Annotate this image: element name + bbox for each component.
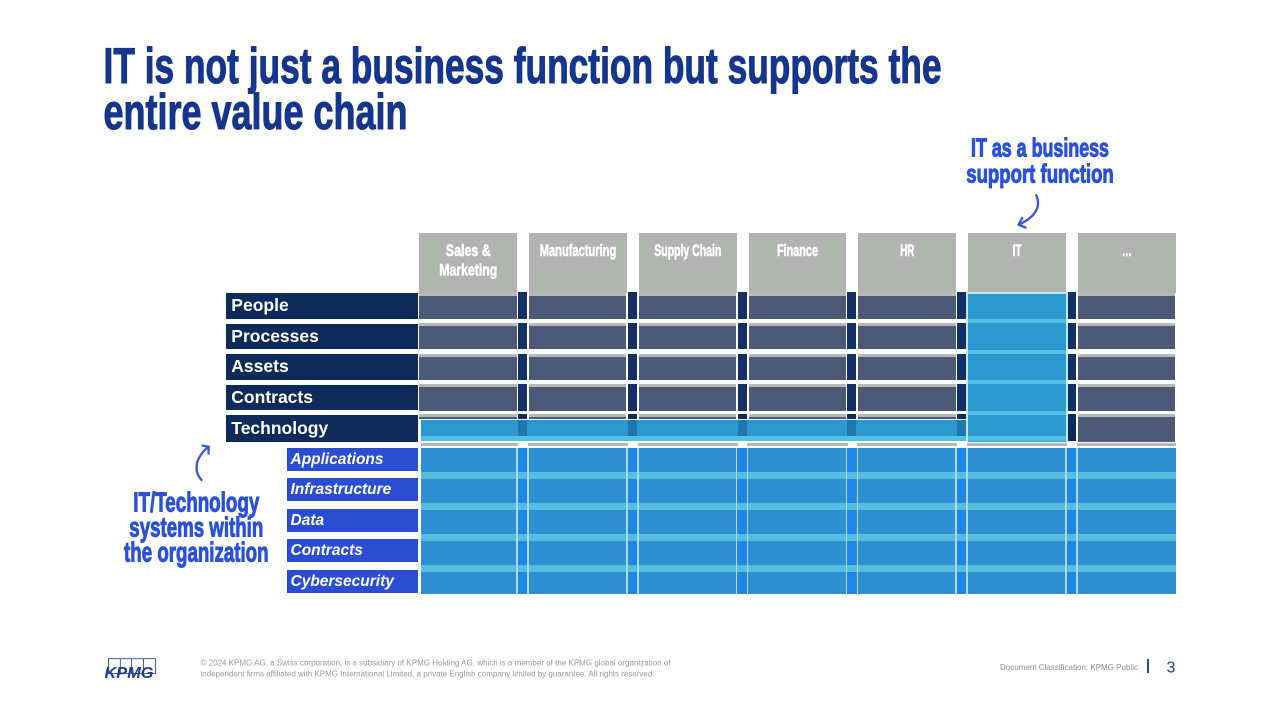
- svg-text:Marketing: Marketing: [439, 261, 497, 280]
- svg-text:IT as a business: IT as a business: [971, 133, 1109, 163]
- svg-text:the organization: the organization: [124, 535, 269, 567]
- svg-text:3: 3: [1167, 660, 1176, 677]
- svg-text:Manufacturing: Manufacturing: [540, 241, 617, 260]
- svg-text:HR: HR: [900, 241, 914, 260]
- svg-text:IT is not just a business func: IT is not just a business function but s…: [104, 37, 942, 94]
- svg-text:© 2024 KPMG AG, a Swiss corpor: © 2024 KPMG AG, a Swiss corporation, is …: [201, 659, 672, 668]
- svg-text:…: …: [1122, 241, 1132, 260]
- svg-text:Sales &: Sales &: [446, 241, 491, 260]
- svg-text:entire value chain: entire value chain: [104, 83, 408, 140]
- svg-text:IT: IT: [1013, 241, 1022, 260]
- svg-text:Supply Chain: Supply Chain: [654, 241, 721, 260]
- svg-text:Finance: Finance: [777, 241, 818, 260]
- svg-text:IT/Technology: IT/Technology: [133, 485, 259, 517]
- svg-text:independent firms affiliated w: independent firms affiliated with KPMG I…: [201, 670, 655, 679]
- svg-text:systems within: systems within: [129, 510, 263, 542]
- svg-text:Document Classification: KPMG: Document Classification: KPMG Public: [1000, 662, 1139, 672]
- svg-text:support function: support function: [966, 158, 1114, 188]
- svg-text:KPMG: KPMG: [105, 665, 154, 682]
